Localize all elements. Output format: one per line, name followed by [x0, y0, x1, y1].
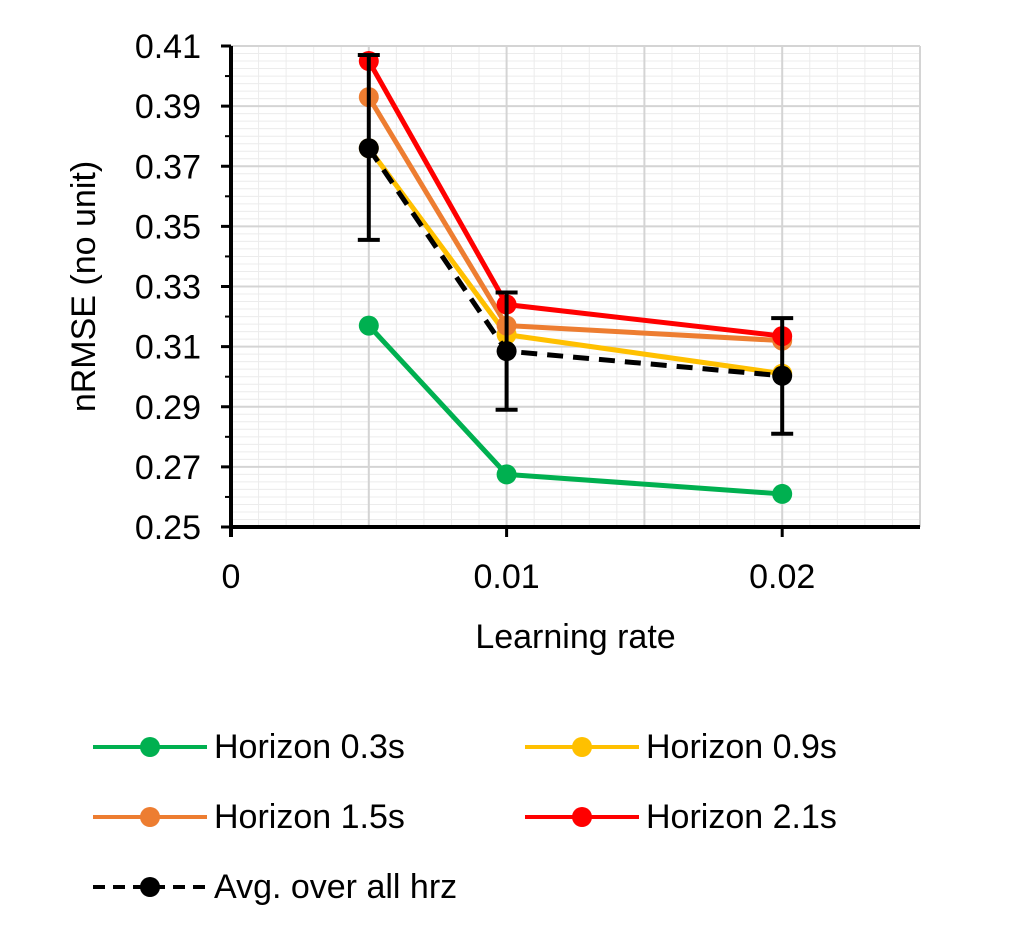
- data-point: [496, 464, 517, 485]
- tick-marks: [221, 44, 784, 537]
- data-point: [772, 483, 793, 504]
- legend-item-horizon-2-1s: Horizon 2.1s: [522, 787, 837, 847]
- legend-swatch-marker: [572, 807, 592, 827]
- data-point: [496, 341, 517, 362]
- legend-swatch-marker: [140, 737, 160, 757]
- data-point: [358, 138, 379, 159]
- legend-swatch-marker: [140, 807, 160, 827]
- legend-swatch: [93, 737, 207, 757]
- y-tick-label: 0.39: [135, 88, 201, 126]
- legend-label: Horizon 0.3s: [214, 727, 405, 766]
- series-line: [366, 146, 783, 377]
- y-tick-label: 0.25: [135, 509, 201, 547]
- legend-label: Horizon 0.9s: [646, 727, 837, 766]
- chart-plot: 0.25 0.27 0.29 0.31 0.33 0.35 0.37 0.39 0.41 0 0.0…: [65, 28, 921, 656]
- axes: [229, 46, 920, 537]
- y-tick-label: 0.33: [135, 269, 201, 307]
- x-tick-label: 0.01: [474, 558, 540, 596]
- legend-item-average: Avg. over all hrz: [90, 857, 457, 917]
- y-tick-label: 0.37: [135, 148, 201, 186]
- data-point: [772, 365, 793, 386]
- y-tick-label: 0.29: [135, 389, 201, 427]
- y-tick-label: 0.31: [135, 329, 201, 367]
- y-tick-label: 0.41: [135, 28, 201, 66]
- legend-label: Avg. over all hrz: [214, 867, 458, 906]
- legend-item-horizon-1-5s: Horizon 1.5s: [90, 787, 405, 847]
- legend-label: Horizon 2.1s: [646, 797, 837, 836]
- legend-label: Horizon 1.5s: [214, 797, 405, 836]
- series-line: [366, 146, 783, 379]
- series-layer: [357, 51, 794, 504]
- legend-swatch: [525, 737, 639, 757]
- y-tick-label: 0.27: [135, 449, 201, 487]
- data-point: [358, 315, 379, 336]
- series-line: [366, 323, 783, 497]
- x-axis-title: Learning rate: [475, 618, 675, 656]
- legend-item-horizon-0-9s: Horizon 0.9s: [522, 717, 837, 777]
- legend-swatch-marker: [572, 737, 592, 757]
- grid-major: [231, 45, 921, 528]
- legend-swatch: [525, 807, 639, 827]
- y-axis-title: nRMSE (no unit): [65, 161, 103, 412]
- x-tick-label: 0: [222, 558, 241, 596]
- legend-swatch-marker: [140, 877, 160, 897]
- legend-swatch: [93, 877, 207, 897]
- legend: Horizon 0.3s Horizon 0.9s Horizon 1.5s H…: [90, 712, 990, 922]
- series-4: [357, 53, 794, 436]
- legend-item-horizon-0-3s: Horizon 0.3s: [90, 717, 405, 777]
- series-0: [358, 315, 793, 504]
- legend-swatch: [93, 807, 207, 827]
- x-tick-label: 0.02: [749, 558, 815, 596]
- y-tick-label: 0.35: [135, 208, 201, 246]
- tick-labels: 0.25 0.27 0.29 0.31 0.33 0.35 0.37 0.39 0.41 0 0.0…: [135, 28, 815, 596]
